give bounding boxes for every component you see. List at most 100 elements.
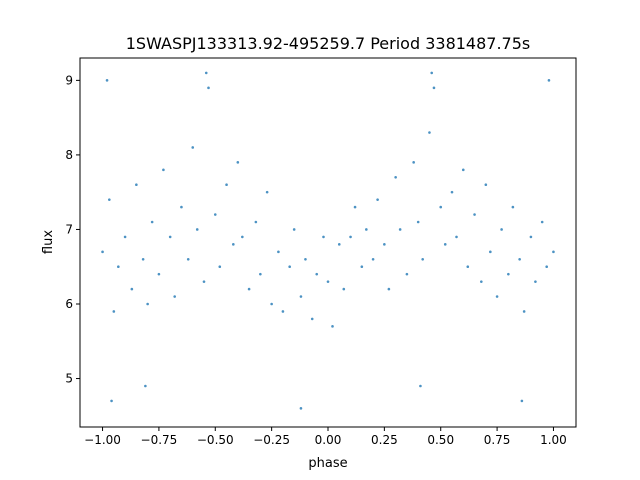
data-point xyxy=(416,220,420,224)
data-point xyxy=(331,325,334,328)
data-point xyxy=(387,287,391,291)
x-axis-ticks: −1.00 −0.75 −0.50 −0.25 0.00 0.25 0.50 0.75 1.00 xyxy=(84,427,567,447)
x-tick-label: 0.00 xyxy=(315,433,342,447)
data-point xyxy=(371,257,375,261)
data-point xyxy=(466,265,470,269)
data-point xyxy=(534,280,537,283)
data-point xyxy=(326,280,330,283)
data-point xyxy=(186,257,190,261)
data-point xyxy=(455,235,458,239)
data-point xyxy=(315,272,319,276)
data-point xyxy=(552,250,555,254)
data-point xyxy=(520,399,524,403)
data-point xyxy=(144,384,147,388)
data-point xyxy=(117,265,120,269)
data-point xyxy=(157,272,161,276)
data-point xyxy=(450,190,454,194)
data-point xyxy=(123,235,127,239)
data-point xyxy=(507,272,510,276)
data-point xyxy=(277,250,280,254)
data-point xyxy=(162,168,165,172)
data-point xyxy=(180,205,183,209)
data-point xyxy=(310,317,314,321)
data-point xyxy=(365,228,368,231)
data-point xyxy=(529,235,533,239)
data-point xyxy=(232,243,235,246)
y-tick-label: 8 xyxy=(65,148,73,162)
data-point xyxy=(241,235,244,239)
y-tick-label: 7 xyxy=(65,222,73,236)
data-point xyxy=(270,302,273,306)
data-point xyxy=(141,257,145,261)
data-point xyxy=(146,302,149,306)
y-axis-label: flux xyxy=(41,230,56,254)
data-point xyxy=(428,131,431,134)
data-point xyxy=(254,220,258,224)
data-point xyxy=(360,265,364,269)
data-point xyxy=(376,198,379,201)
data-point xyxy=(259,272,262,276)
data-point xyxy=(265,190,269,194)
data-point xyxy=(150,220,154,224)
data-point xyxy=(173,295,176,298)
y-axis-ticks: 5 6 7 8 9 xyxy=(65,73,80,386)
y-tick-label: 9 xyxy=(65,73,73,87)
data-point xyxy=(522,310,526,313)
data-point xyxy=(430,71,434,75)
data-point xyxy=(432,86,436,90)
data-point xyxy=(489,250,492,254)
data-point xyxy=(135,183,138,187)
data-point xyxy=(204,71,208,75)
x-tick-label: 0.75 xyxy=(484,433,511,447)
x-tick-label: 1.00 xyxy=(540,433,567,447)
data-point xyxy=(304,257,307,261)
data-point xyxy=(108,198,111,201)
data-point xyxy=(168,235,172,239)
data-point xyxy=(342,287,346,291)
data-point xyxy=(218,265,222,269)
data-point xyxy=(288,265,291,269)
data-point xyxy=(394,175,397,179)
data-point xyxy=(353,205,357,209)
data-point xyxy=(101,250,104,254)
data-point xyxy=(299,407,303,410)
data-point xyxy=(439,205,443,209)
data-point xyxy=(383,243,386,246)
data-point xyxy=(405,272,409,276)
x-tick-label: −0.75 xyxy=(141,433,178,447)
x-tick-label: 0.50 xyxy=(427,433,454,447)
y-tick-label: 6 xyxy=(65,297,73,311)
data-point xyxy=(130,287,134,291)
data-point xyxy=(236,161,240,164)
data-point xyxy=(195,228,199,231)
data-point xyxy=(461,168,465,172)
data-point xyxy=(540,220,544,224)
data-point xyxy=(225,183,228,187)
data-point xyxy=(421,257,424,261)
data-point xyxy=(247,287,251,291)
data-point xyxy=(500,228,503,231)
data-point xyxy=(443,243,447,246)
data-point xyxy=(292,228,296,231)
data-point xyxy=(495,295,499,298)
x-tick-label: −1.00 xyxy=(84,433,121,447)
x-tick-label: −0.50 xyxy=(197,433,234,447)
data-point xyxy=(105,79,109,82)
data-point xyxy=(398,228,402,231)
x-tick-label: −0.25 xyxy=(253,433,290,447)
x-tick-label: 0.25 xyxy=(371,433,398,447)
data-point xyxy=(412,161,415,164)
data-point xyxy=(213,213,217,216)
data-point xyxy=(473,213,476,216)
x-axis-label: phase xyxy=(308,456,347,471)
data-point xyxy=(547,79,551,82)
data-point xyxy=(207,86,210,90)
data-point xyxy=(202,280,206,283)
data-point xyxy=(484,183,488,187)
data-point xyxy=(112,310,116,313)
data-point xyxy=(349,235,352,239)
data-point xyxy=(518,257,521,261)
data-point xyxy=(545,265,548,269)
